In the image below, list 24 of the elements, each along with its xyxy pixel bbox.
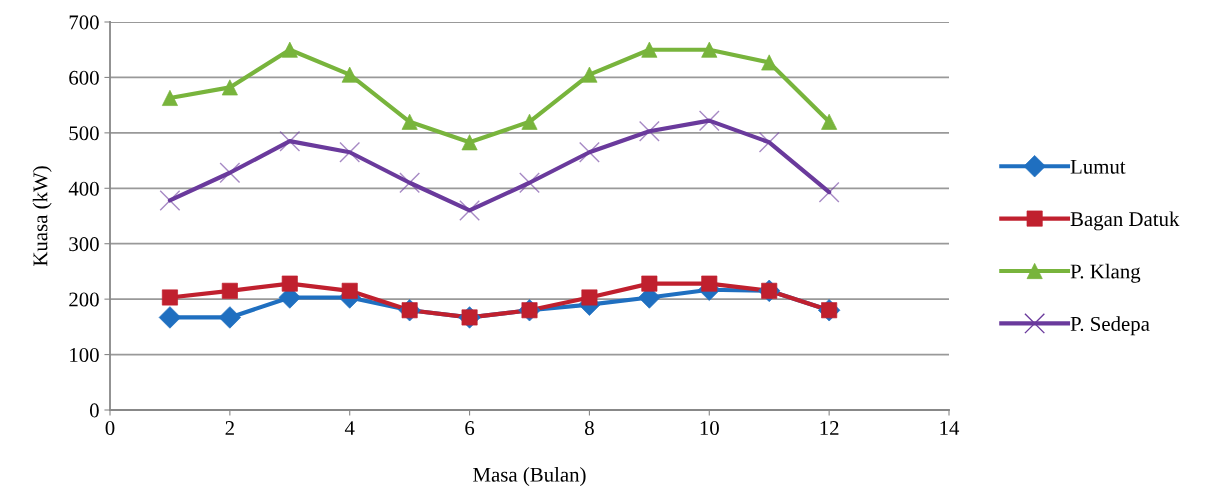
x-tick-label: 14 [940, 421, 960, 435]
y-tick-label: 400 [68, 181, 99, 196]
y-tick-label: 300 [69, 237, 99, 252]
x-tick-label: 12 [820, 421, 839, 435]
legend-label: Bagan Datuk [1070, 211, 1180, 231]
legend-label: P. Klang [1070, 263, 1141, 283]
point [221, 79, 238, 96]
y-tick-label: 600 [69, 70, 99, 85]
x-tick-label: 8 [585, 421, 594, 436]
x-tick-label: 0 [105, 421, 115, 436]
y-tick-label: 500 [69, 126, 99, 141]
y-tick-label: 100 [70, 347, 99, 362]
x-tick-label: 6 [465, 421, 475, 436]
y-tick-label: 0 [89, 403, 99, 418]
y-tick-label: 700 [69, 15, 99, 30]
legend-label: P. Sedepa [1070, 316, 1150, 336]
x-tick-label: 4 [344, 421, 355, 435]
y-axis-title: Kuasa (kW) [32, 166, 52, 267]
point [161, 289, 178, 306]
x-tick-label: 2 [225, 421, 234, 435]
x-axis-title: Masa (Bulan) [473, 467, 586, 486]
legend-label: Lumut [1070, 159, 1126, 174]
x-tick-label: 10 [700, 421, 719, 436]
y-tick-label: 200 [69, 292, 99, 307]
